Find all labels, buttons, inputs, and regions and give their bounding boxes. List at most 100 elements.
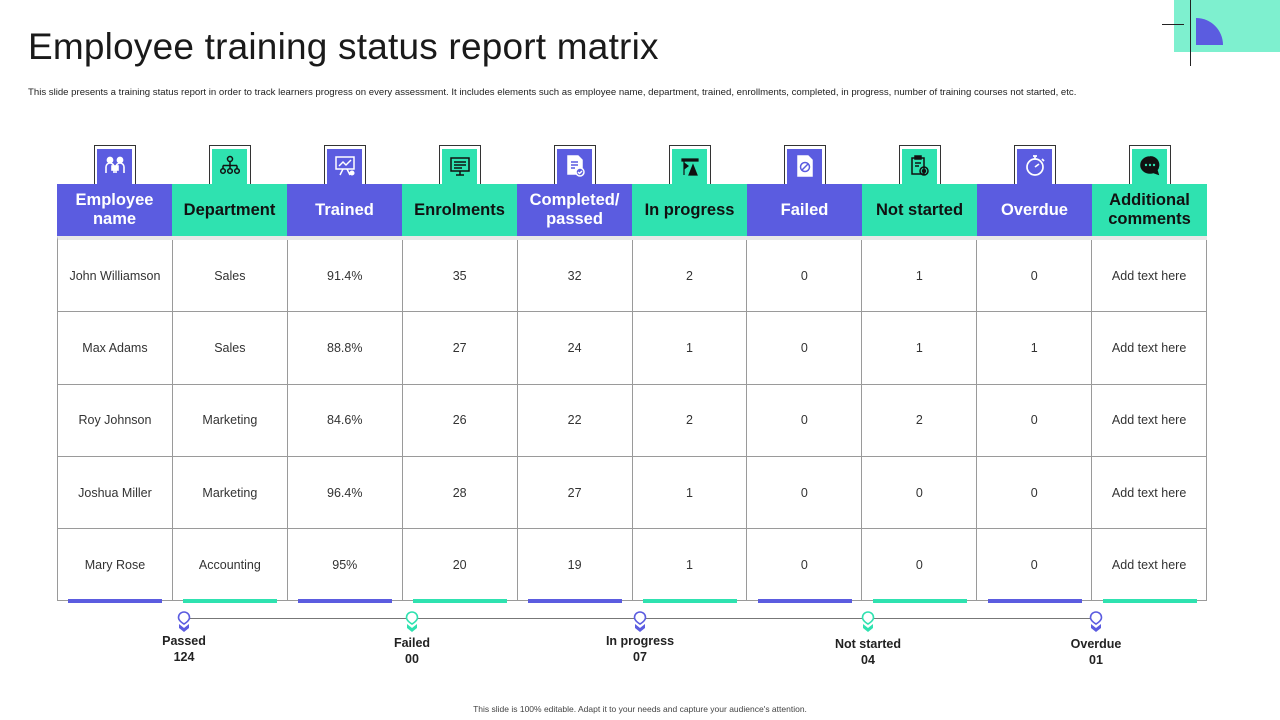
cell-employee-name: John Williamson (58, 240, 173, 313)
cell-comments[interactable]: Add text here (1092, 312, 1208, 385)
cell-in-progress: 2 (632, 240, 748, 313)
header-employee-name: Employee name (57, 184, 172, 236)
cell-trained: 91.4% (287, 240, 403, 313)
cell-failed: 0 (747, 384, 863, 457)
cell-trained: 88.8% (287, 312, 403, 385)
summary-label: Passed (162, 634, 206, 648)
cell-completed: 32 (517, 240, 633, 313)
cell-department: Sales (172, 240, 288, 313)
cell-employee-name: Mary Rose (58, 529, 173, 602)
table-body: John Williamson Sales 91.4% 35 32 2 0 1 … (57, 236, 1208, 602)
cell-in-progress: 1 (632, 456, 748, 530)
enrollment-screen-icon (442, 148, 477, 184)
cell-comments[interactable]: Add text here (1092, 529, 1208, 602)
cell-not-started: 0 (862, 529, 978, 602)
cell-overdue: 1 (977, 312, 1093, 385)
accent-bar (297, 599, 392, 603)
cell-enrolments: 20 (402, 529, 518, 602)
cell-employee-name: Joshua Miller (58, 456, 173, 530)
cell-failed: 0 (747, 529, 863, 602)
location-pin-icon (633, 611, 647, 632)
cell-comments[interactable]: Add text here (1092, 240, 1208, 313)
header-overdue: Overdue (977, 184, 1092, 236)
summary-failed: Failed 00 (352, 635, 472, 667)
cell-not-started: 1 (862, 240, 978, 313)
org-chart-icon (212, 148, 247, 184)
employee-group-icon (97, 148, 132, 184)
cell-trained: 96.4% (287, 456, 403, 530)
clipboard-target-icon (902, 148, 937, 184)
summary-label: In progress (605, 634, 675, 648)
table-row: Max Adams Sales 88.8% 27 24 1 0 1 1 Add … (58, 312, 1208, 385)
header-failed: Failed (747, 184, 862, 236)
location-pin-icon (861, 611, 875, 632)
accent-bar (757, 599, 852, 603)
accent-bar (527, 599, 622, 603)
cell-completed: 27 (517, 456, 633, 530)
summary-not-started: Not started 04 (808, 636, 928, 668)
cell-overdue: 0 (977, 240, 1093, 313)
cell-not-started: 0 (862, 456, 978, 530)
table-row: Roy Johnson Marketing 84.6% 26 22 2 0 2 … (58, 384, 1208, 457)
stopwatch-icon (1017, 148, 1052, 184)
cell-department: Marketing (172, 456, 288, 530)
corner-horizontal-line (1162, 24, 1184, 25)
cell-not-started: 2 (862, 384, 978, 457)
cell-trained: 95% (287, 529, 403, 602)
summary-value: 04 (861, 653, 875, 667)
cell-comments[interactable]: Add text here (1092, 384, 1208, 457)
accent-bar (67, 599, 162, 603)
table-row: John Williamson Sales 91.4% 35 32 2 0 1 … (58, 240, 1208, 313)
cell-enrolments: 27 (402, 312, 518, 385)
accent-bar (182, 599, 277, 603)
summary-label: Overdue (1070, 637, 1122, 651)
summary-value: 00 (405, 652, 419, 666)
cell-department: Accounting (172, 529, 288, 602)
accent-bar (642, 599, 737, 603)
summary-value: 07 (633, 650, 647, 664)
cell-enrolments: 35 (402, 240, 518, 313)
location-pin-icon (177, 611, 191, 632)
location-pin-icon (405, 611, 419, 632)
header-department: Department (172, 184, 287, 236)
summary-value: 01 (1089, 653, 1103, 667)
cell-department: Marketing (172, 384, 288, 457)
cell-failed: 0 (747, 456, 863, 530)
status-matrix-table: Employee name Department Trained Enrolme… (57, 184, 1208, 602)
summary-in-progress: In progress 07 (580, 633, 700, 665)
cell-not-started: 1 (862, 312, 978, 385)
header-trained: Trained (287, 184, 402, 236)
summary-passed: Passed 124 (124, 633, 244, 665)
failed-document-icon (787, 148, 822, 184)
chat-bubble-icon (1132, 148, 1167, 184)
header-completed-passed: Completed/ passed (517, 184, 632, 236)
document-check-icon (557, 148, 592, 184)
summary-label: Not started (835, 637, 901, 651)
header-in-progress: In progress (632, 184, 747, 236)
cell-enrolments: 26 (402, 384, 518, 457)
cell-overdue: 0 (977, 384, 1093, 457)
summary-value: 124 (173, 650, 195, 664)
progress-flag-icon (672, 148, 707, 184)
cell-overdue: 0 (977, 456, 1093, 530)
cell-overdue: 0 (977, 529, 1093, 602)
header-icons-row (57, 145, 1207, 187)
header-enrolments: Enrolments (402, 184, 517, 236)
summary-overdue: Overdue 01 (1036, 636, 1156, 668)
cell-in-progress: 2 (632, 384, 748, 457)
cell-in-progress: 1 (632, 312, 748, 385)
table-row: Joshua Miller Marketing 96.4% 28 27 1 0 … (58, 456, 1208, 530)
accent-bar (1102, 599, 1197, 603)
column-accent-bars (57, 599, 1207, 603)
cell-completed: 22 (517, 384, 633, 457)
accent-bar (872, 599, 967, 603)
cell-employee-name: Roy Johnson (58, 384, 173, 457)
cell-completed: 24 (517, 312, 633, 385)
cell-comments[interactable]: Add text here (1092, 456, 1208, 530)
location-pin-icon (1089, 611, 1103, 632)
page-title: Employee training status report matrix (28, 26, 659, 67)
table-header-row: Employee name Department Trained Enrolme… (57, 184, 1207, 236)
header-additional-comments: Additional comments (1092, 184, 1207, 236)
corner-decoration (1174, 0, 1280, 52)
cell-failed: 0 (747, 312, 863, 385)
